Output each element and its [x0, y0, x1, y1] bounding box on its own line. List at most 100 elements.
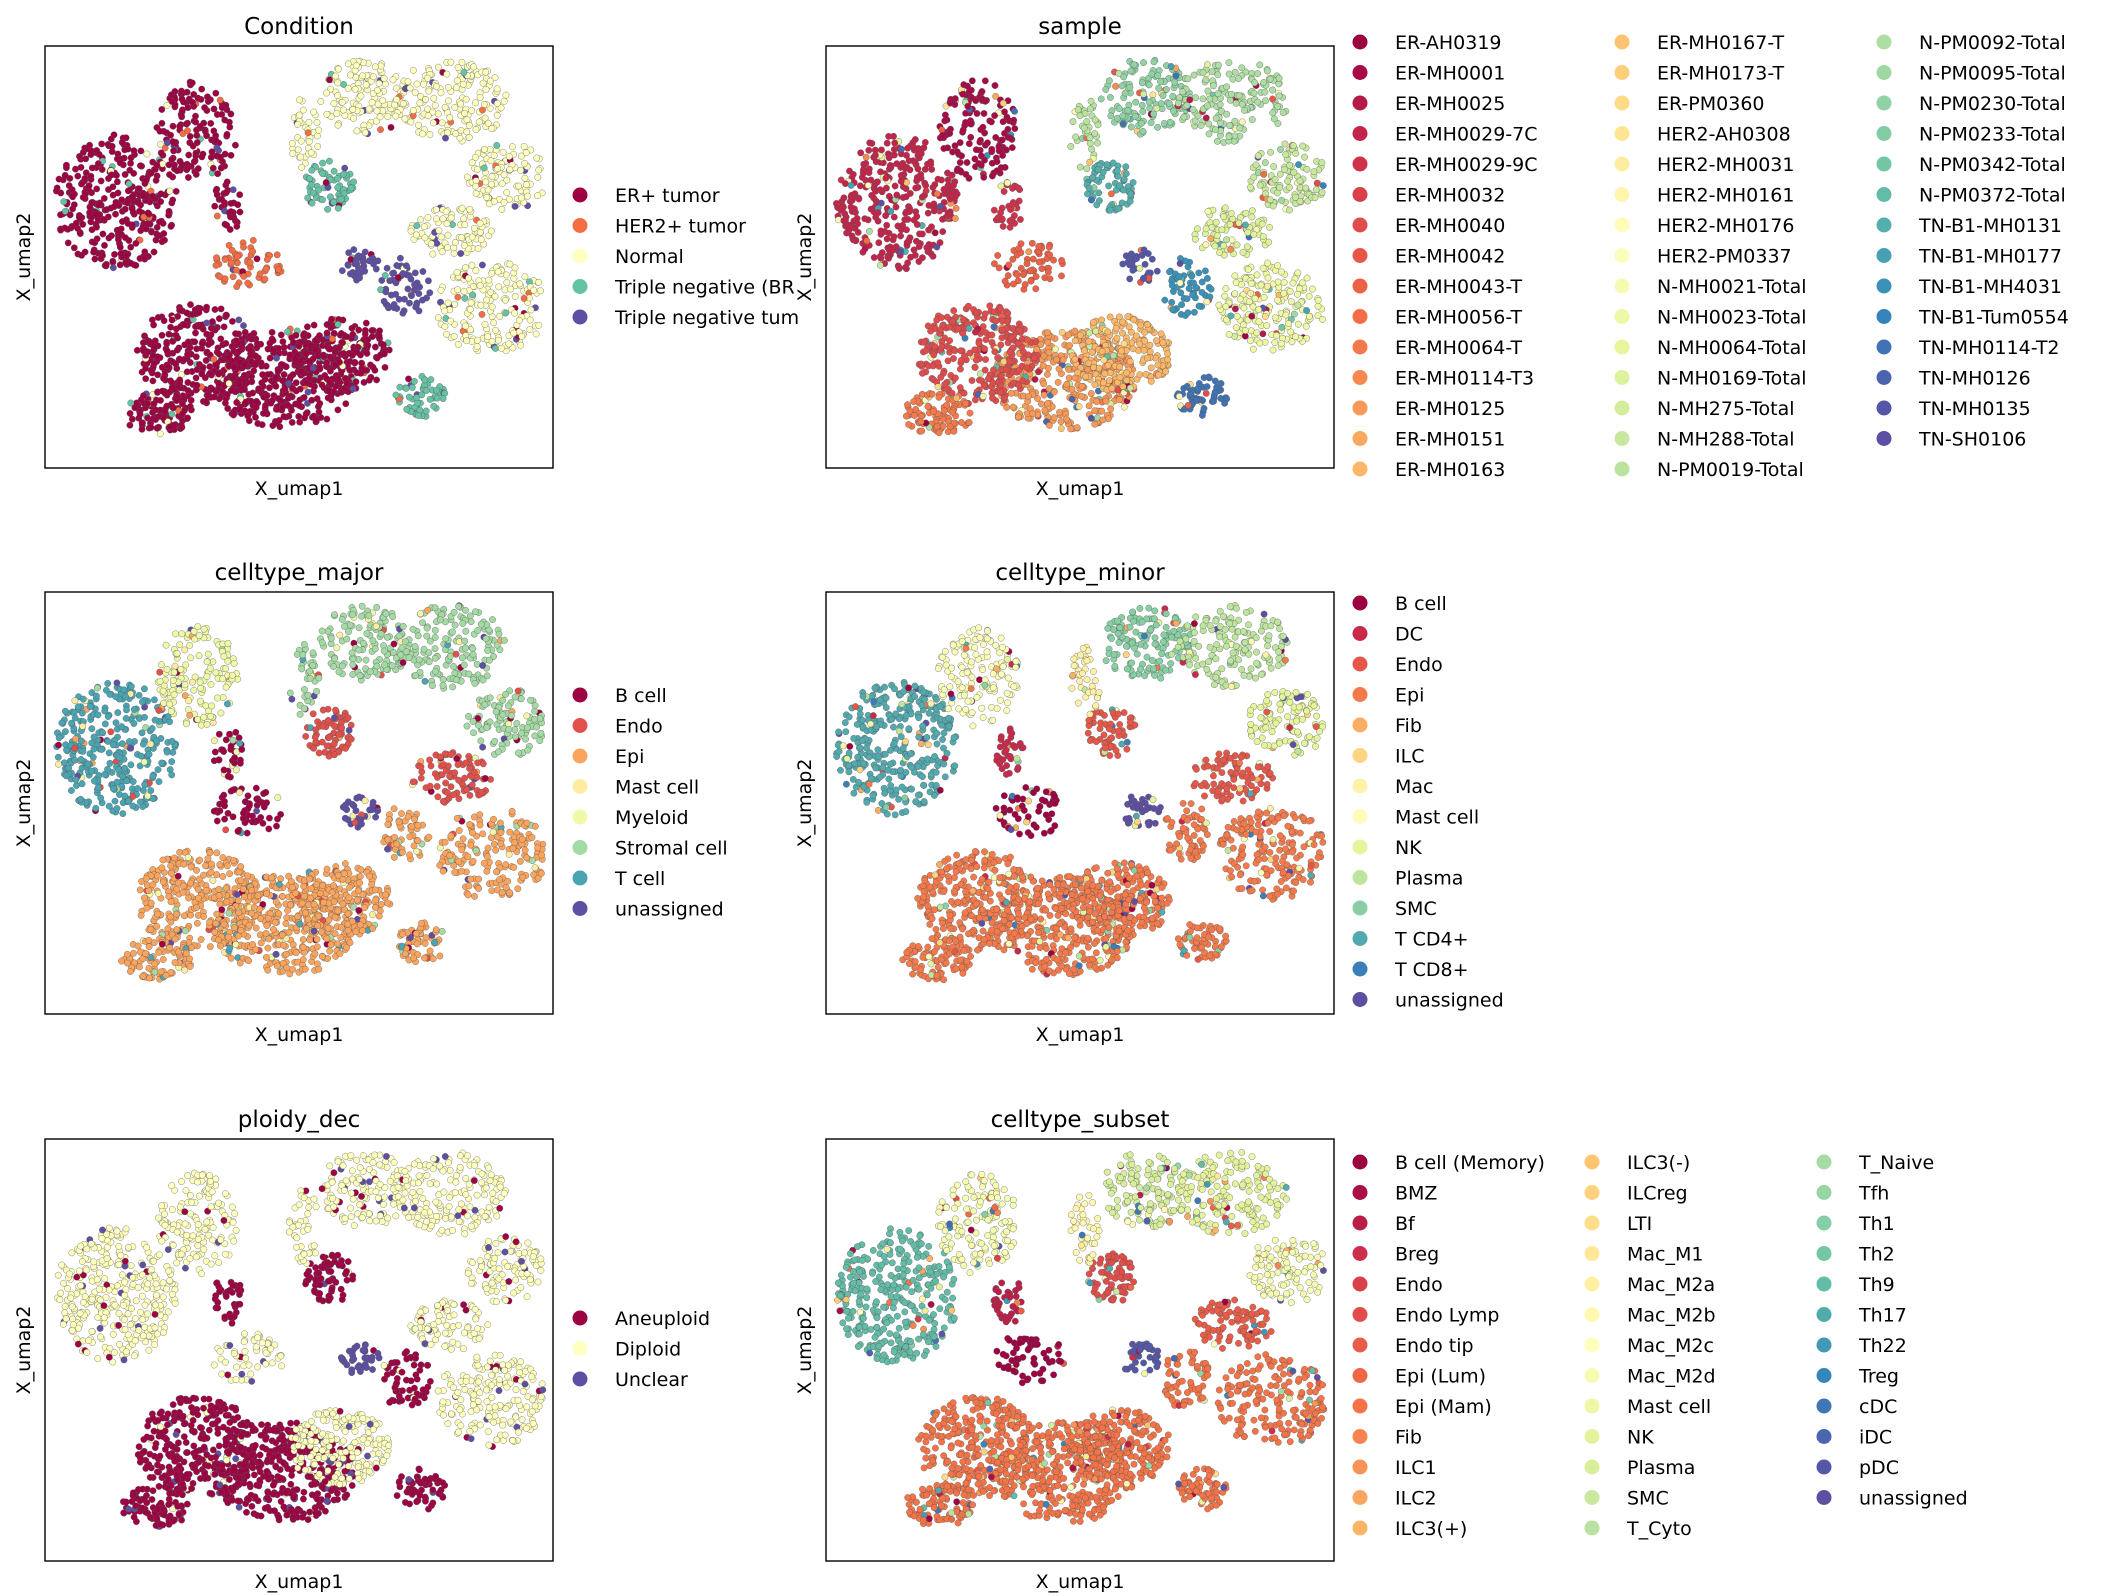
scatter-point: [409, 66, 417, 74]
scatter-point: [273, 354, 280, 362]
scatter-point: [351, 85, 359, 93]
scatter-point: [1267, 148, 1274, 156]
scatter-point: [1067, 425, 1075, 433]
scatter-point: [938, 126, 946, 134]
scatter-point: [1220, 242, 1227, 250]
scatter-point: [437, 89, 445, 97]
scatter-point: [1248, 312, 1256, 320]
scatter-point: [112, 210, 119, 218]
scatter-point: [1192, 94, 1199, 102]
scatter-point: [97, 255, 105, 263]
scatter-point: [1032, 338, 1040, 345]
scatter-point: [454, 341, 462, 348]
scatter-point: [1183, 383, 1191, 390]
scatter-point: [1211, 377, 1219, 385]
scatter-point: [1145, 81, 1153, 89]
scatter-point: [488, 313, 496, 320]
scatter-point: [884, 244, 892, 252]
scatter-point: [520, 143, 528, 150]
scatter-point: [315, 403, 322, 410]
scatter-point: [1306, 312, 1313, 320]
scatter-point: [488, 125, 496, 132]
scatter-point: [221, 150, 229, 158]
scatter-point: [468, 107, 476, 114]
scatter-point: [372, 343, 379, 351]
scatter-point: [1114, 167, 1121, 175]
scatter-point: [1126, 275, 1134, 283]
scatter-point: [1240, 304, 1248, 312]
scatter-point: [369, 73, 377, 81]
scatter-point: [924, 209, 932, 217]
scatter-point: [1309, 285, 1316, 293]
scatter-point: [1271, 314, 1279, 322]
scatter-point: [1128, 250, 1135, 258]
scatter-point: [285, 379, 292, 387]
scatter-point: [939, 215, 946, 223]
scatter-point: [157, 198, 165, 205]
scatter-point: [416, 99, 424, 107]
scatter-point: [931, 229, 939, 237]
scatter-point: [97, 177, 105, 185]
scatter-point: [458, 58, 466, 66]
scatter-point: [1259, 233, 1267, 240]
scatter-point: [1226, 220, 1234, 228]
scatter-point: [1217, 395, 1225, 402]
scatter-point: [1097, 95, 1105, 103]
scatter-point: [976, 370, 984, 378]
scatter-point: [1259, 330, 1267, 338]
scatter-point: [225, 380, 233, 387]
scatter-point: [349, 331, 357, 338]
scatter-point: [429, 250, 437, 258]
scatter-point: [920, 144, 928, 152]
scatter-point: [532, 330, 540, 338]
scatter-point: [1138, 119, 1145, 127]
scatter-point: [78, 180, 85, 188]
scatter-point: [305, 118, 313, 126]
scatter-point: [292, 400, 299, 408]
scatter-point: [484, 186, 492, 194]
scatter-point: [1053, 356, 1060, 364]
scatter-point: [443, 70, 451, 78]
scatter-point: [1225, 133, 1233, 140]
scatter-point: [324, 205, 331, 213]
scatter-point: [1175, 94, 1183, 101]
scatter-point: [1004, 133, 1012, 141]
scatter-point: [1096, 197, 1103, 204]
scatter-point: [1124, 313, 1132, 320]
scatter-point: [404, 285, 412, 293]
scatter-point: [1275, 74, 1283, 82]
scatter-point: [1123, 369, 1131, 377]
scatter-point: [215, 147, 222, 154]
scatter-point: [1095, 189, 1103, 197]
scatter-point: [1133, 255, 1140, 262]
scatter-point: [349, 385, 357, 393]
scatter-point: [444, 231, 452, 239]
scatter-point: [867, 205, 875, 213]
scatter-point: [924, 248, 932, 255]
scatter-point: [223, 221, 231, 229]
scatter-point: [350, 246, 358, 253]
scatter-point: [1204, 87, 1212, 95]
scatter-point: [1225, 331, 1233, 338]
scatter-point: [1202, 241, 1210, 249]
scatter-point: [948, 408, 956, 416]
scatter-point: [210, 355, 218, 363]
scatter-point: [1045, 243, 1053, 251]
scatter-point: [1044, 268, 1052, 276]
scatter-point: [249, 237, 257, 244]
scatter-point: [1032, 285, 1040, 293]
scatter-point: [229, 318, 236, 325]
scatter-point: [941, 381, 949, 388]
scatter-point: [499, 149, 507, 156]
scatter-point: [342, 400, 350, 408]
scatter-point: [964, 102, 972, 110]
scatter-point: [463, 116, 471, 123]
scatter-point: [487, 227, 495, 235]
scatter-point: [965, 140, 973, 148]
scatter-point: [991, 308, 998, 316]
scatter-point: [1212, 115, 1220, 122]
scatter-point: [476, 229, 484, 236]
scatter-point: [938, 314, 945, 321]
scatter-point: [1302, 184, 1310, 192]
scatter-point: [875, 239, 883, 247]
